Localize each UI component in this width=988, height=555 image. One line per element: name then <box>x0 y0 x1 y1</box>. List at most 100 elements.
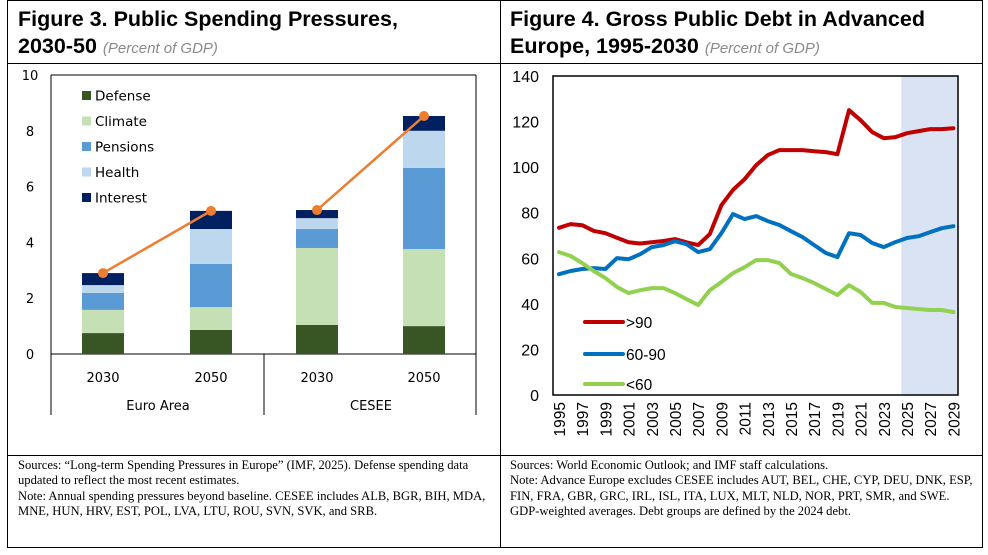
legend-swatch-climate <box>82 116 91 126</box>
x-tick-label: 2027 <box>923 402 940 436</box>
legend-label-health: Health <box>95 165 139 181</box>
bar-segment-defense <box>296 324 338 354</box>
bar-segment-pensions <box>296 229 338 248</box>
y-tick-label: 60 <box>521 251 539 268</box>
legend-swatch-defense <box>82 91 91 100</box>
legend-label-interest: Interest <box>95 191 147 207</box>
fig3-note: Note: Annual spending pressures beyond b… <box>18 488 486 518</box>
x-tick-label: 2007 <box>691 402 708 436</box>
x-tick-label: 2015 <box>784 402 801 436</box>
y-tick-label: 20 <box>521 342 539 359</box>
y-tick-label: 120 <box>512 115 539 132</box>
fig3-title-line1: Figure 3. Public Spending Pressures, <box>18 7 398 31</box>
fig3-title: Figure 3. Public Spending Pressures, 203… <box>18 6 488 62</box>
fig3-title-line2: 2030-50 <box>18 34 97 58</box>
y-tick-label: 6 <box>26 181 34 196</box>
frame-top-border <box>7 0 983 1</box>
x-tick-label: 2050 <box>194 371 227 386</box>
y-tick-label: 40 <box>521 297 539 314</box>
fig4-title-line2: Europe, 1995-2030 <box>510 34 699 58</box>
frame-bottom-border <box>7 547 983 548</box>
bar-segment-health <box>82 285 124 293</box>
fig4-note: Note: Advance Europe excludes CESEE incl… <box>510 473 973 518</box>
x-tick-label: 2005 <box>668 402 685 436</box>
y-tick-label: 4 <box>26 236 34 251</box>
legend-swatch-pensions <box>82 142 91 151</box>
y-tick-label: 0 <box>530 388 539 405</box>
fig4-subtitle: (Percent of GDP) <box>704 40 820 57</box>
group-label-cesee: CESEE <box>350 399 392 414</box>
y-tick-label: 10 <box>22 69 39 84</box>
x-tick-label: 2017 <box>807 402 824 436</box>
bar-segment-climate <box>190 307 232 331</box>
projection-shading <box>901 76 958 395</box>
bar-segment-climate <box>403 249 445 327</box>
x-tick-label: 2023 <box>877 402 894 436</box>
bar-segment-interest <box>190 210 232 230</box>
frame-right-border <box>982 0 983 548</box>
legend-swatch-health <box>82 167 91 177</box>
y-tick-label: 80 <box>521 206 539 223</box>
y-tick-label: 100 <box>512 160 539 177</box>
fig4-title-line1: Figure 4. Gross Public Debt in Advanced <box>510 7 925 31</box>
bar-segment-climate <box>296 247 338 325</box>
frame-center-divider <box>500 0 501 548</box>
fig3-stacked-bar-chart: 0 2 4 6 8 10 2030 2050 2030 2050 Euro Area CESEE Def… <box>22 69 477 415</box>
y-tick-label: 0 <box>26 348 34 363</box>
series-line-60-90 <box>557 212 956 277</box>
legend-label: <60 <box>626 377 653 394</box>
x-tick-label: 2029 <box>946 402 963 436</box>
bar-segment-climate <box>82 309 124 334</box>
bar-segment-interest <box>82 273 124 286</box>
y-tick-label: 2 <box>26 292 34 307</box>
fig3-subtitle: (Percent of GDP) <box>102 40 218 57</box>
fig4-line-chart: 0 20 40 60 80 100 120 140 1995 1997 1999 2001 2003 20… <box>512 69 963 436</box>
series-line-lt60 <box>557 250 956 315</box>
plot-area-border <box>552 75 959 396</box>
fig4-sources-note: Sources: World Economic Outlook; and IMF… <box>510 458 829 472</box>
total-point <box>419 111 429 122</box>
total-line-cesee <box>316 115 425 211</box>
legend-label: >90 <box>626 315 653 332</box>
bar-segment-interest <box>403 116 445 131</box>
fig3-sources-note: Sources: “Long-term Spending Pressures i… <box>18 458 469 488</box>
bar-segment-health <box>190 229 232 264</box>
legend-label: 60-90 <box>626 347 666 364</box>
x-tick-label: 2013 <box>761 402 778 436</box>
total-line-euro-area <box>102 209 212 275</box>
x-tick-label: 2009 <box>714 402 731 436</box>
x-tick-label: 2021 <box>854 402 871 436</box>
x-tick-label: 2011 <box>738 402 755 435</box>
bar-segment-health <box>296 218 338 230</box>
x-tick-label: 2003 <box>645 402 662 436</box>
fig4-notes: Sources: World Economic Outlook; and IMF… <box>510 458 980 519</box>
legend-swatch-interest <box>82 193 91 202</box>
frame-left-border <box>7 0 8 548</box>
notes-divider <box>7 455 983 456</box>
group-label-euro-area: Euro Area <box>126 399 190 414</box>
x-tick-label: 2050 <box>407 371 440 386</box>
x-tick-label: 2030 <box>300 371 333 386</box>
x-tick-label: 1999 <box>598 402 615 436</box>
legend-label-pensions: Pensions <box>95 140 154 156</box>
y-tick-label: 140 <box>512 69 539 86</box>
bar-segment-defense <box>190 330 232 354</box>
x-tick-label: 1995 <box>552 402 569 436</box>
total-point <box>98 268 108 279</box>
x-tick-label: 1997 <box>575 402 592 436</box>
x-tick-label: 2030 <box>86 371 119 386</box>
figure-panel-frame <box>7 0 983 548</box>
legend-label-defense: Defense <box>95 89 151 105</box>
x-tick-label: 2025 <box>900 402 917 436</box>
x-tick-label: 2001 <box>622 402 639 436</box>
bar-segment-pensions <box>82 292 124 310</box>
fig4-title: Figure 4. Gross Public Debt in Advanced … <box>510 6 986 62</box>
y-tick-label: 8 <box>26 125 34 140</box>
bar-segment-pensions <box>403 167 445 250</box>
bar-segment-defense <box>403 326 445 354</box>
fig3-notes: Sources: “Long-term Spending Pressures i… <box>18 458 490 519</box>
legend-label-climate: Climate <box>95 114 147 130</box>
series-line-gt90 <box>557 108 956 248</box>
x-tick-label: 2019 <box>830 402 847 436</box>
total-point <box>312 205 322 216</box>
